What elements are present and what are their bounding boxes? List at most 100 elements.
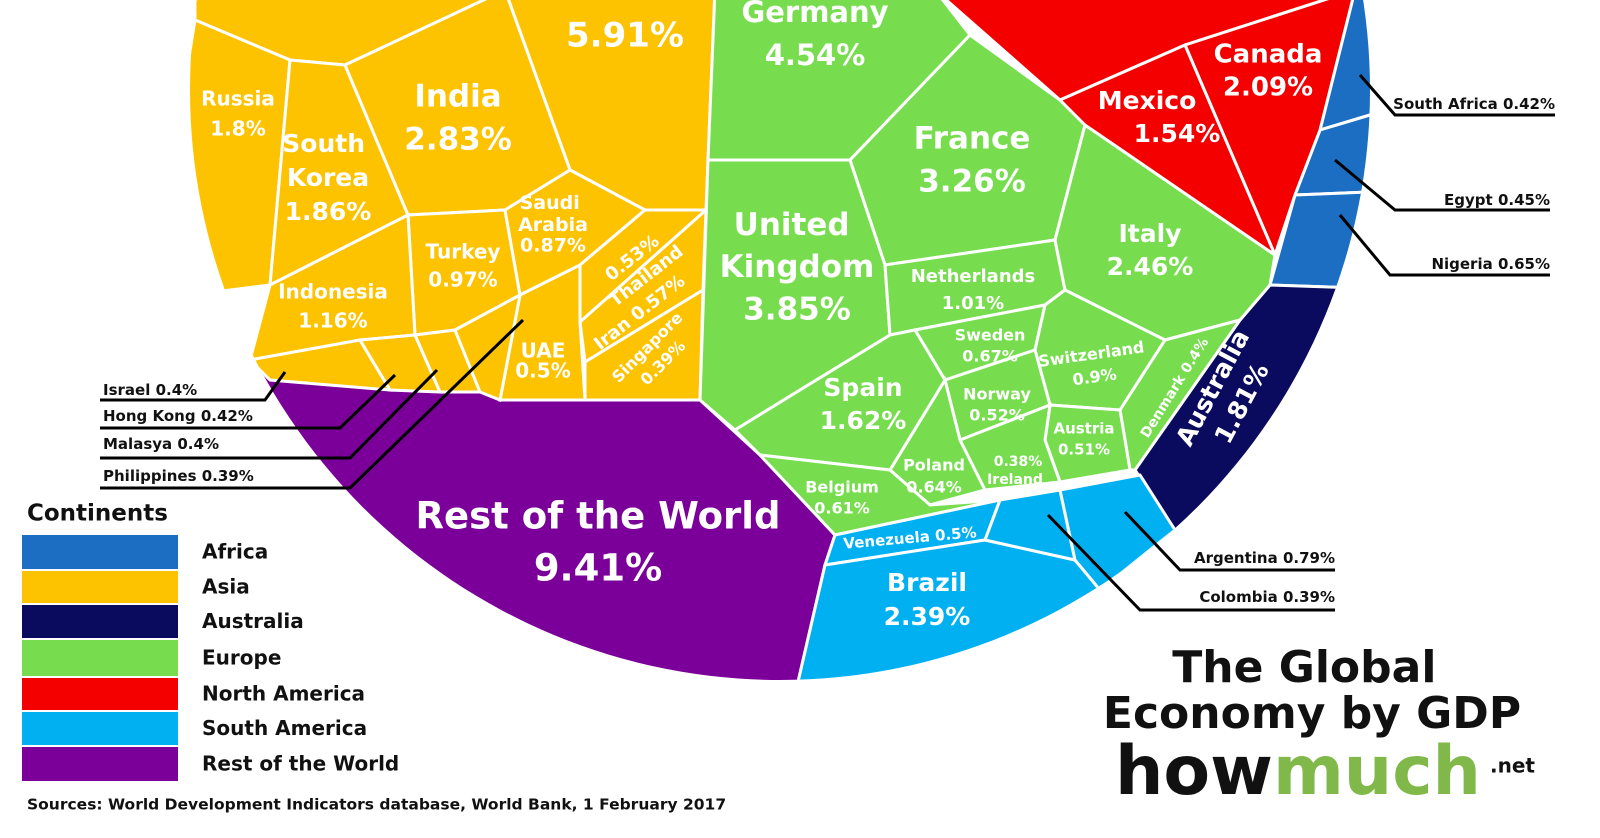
callout-line (1358, 74, 1555, 117)
legend-label: Europe (202, 646, 281, 670)
cell-value: 0.97% (428, 268, 497, 292)
cell-label: 5.91% (566, 16, 684, 56)
cell-name-line: South (282, 129, 373, 158)
cell-value: 0.52% (969, 406, 1025, 425)
cell-name: Austria (1053, 420, 1114, 438)
cell-name: Netherlands (911, 266, 1036, 287)
callout-line (1123, 510, 1335, 572)
legend-swatch (22, 712, 178, 745)
cell-label: India 2.83% (404, 79, 512, 158)
cell-label: Sweden 0.67% (955, 326, 1026, 366)
cell-name-line: Korea (287, 163, 369, 192)
cell-name-line: Kingdom (720, 249, 875, 285)
callout-value: 0.39% (1283, 588, 1335, 606)
cell-label: Spain 1.62% (820, 373, 907, 435)
callout-value: 0.4% (156, 381, 198, 399)
cell-label: Austria 0.51% (1053, 420, 1114, 459)
cell (190, 17, 292, 302)
cell-name: India (414, 79, 501, 115)
cell-label: Rest of the World 9.41% (416, 495, 781, 590)
callout-name: Nigeria (1431, 255, 1492, 273)
callout-line (100, 318, 525, 490)
cell-name: Sweden (955, 326, 1026, 345)
cell-value: 0.67% (962, 347, 1018, 366)
cell-value: 3.85% (743, 292, 851, 328)
callout-name: Colombia (1199, 588, 1277, 606)
cell-name: Indonesia (278, 280, 388, 304)
legend-swatch (22, 640, 178, 676)
legend-swatch (22, 535, 178, 569)
callout-line (1334, 158, 1550, 212)
cell-name: Norway (963, 385, 1031, 404)
cell-value: 5.91% (566, 16, 684, 56)
cell (1057, 43, 1279, 260)
callout-line (1046, 513, 1335, 612)
legend-swatch (22, 678, 178, 710)
cell-name: Belgium (805, 478, 879, 497)
brand: howmuch (1115, 732, 1481, 811)
cell-label: Russia 1.8% (201, 87, 275, 141)
callout-line (100, 368, 439, 460)
cell-name-line: Saudi (520, 192, 587, 214)
cell-value: 0.38% (994, 454, 1043, 470)
cell-value: 9.41% (534, 547, 662, 590)
callout-name: Philippines (103, 467, 197, 485)
cell-name: Mexico (1098, 86, 1197, 115)
cell-value: 1.86% (285, 197, 372, 226)
cell-name: Russia (201, 87, 275, 111)
brand-main: how (1115, 732, 1273, 811)
cell-label: Belgium 0.61% (805, 478, 879, 518)
cell-label: Brazil 2.39% (884, 568, 971, 631)
callout-line (100, 373, 397, 430)
cell-name: Germany (741, 0, 888, 29)
title-line: The Global (1172, 642, 1452, 693)
cell-label: United Kingdom 3.85% (720, 207, 875, 328)
callout-value: 0.39% (202, 467, 254, 485)
cell (1268, 188, 1370, 292)
cell-name: UAE (521, 339, 566, 363)
callout-value: 0.42% (1503, 95, 1555, 113)
legend: Continents Africa Asia Australia Europe Nort… (22, 501, 399, 781)
cell-value: 1.8% (210, 117, 265, 141)
cell-label: Ireland 0.38% (987, 454, 1043, 488)
cell (756, 453, 1001, 537)
legend-title: Continents (27, 501, 168, 527)
callout-name: South Africa (1393, 95, 1498, 113)
cell-name: Italy (1119, 219, 1182, 248)
cell (732, 328, 947, 472)
cell (1118, 317, 1244, 472)
callout-label: Argentina 0.79% (1194, 549, 1335, 567)
legend-label: Asia (202, 575, 250, 599)
cell-value: 0.5% (515, 359, 570, 383)
callout-value: 0.42% (201, 407, 253, 425)
cell-name: Spain (823, 373, 902, 402)
cell-name: United Kingdom (720, 207, 875, 285)
title-line: Economy by GDP (1103, 688, 1521, 739)
brand-accent: much (1273, 732, 1481, 811)
cell-value: 3.26% (918, 164, 1026, 200)
cell-label: Turkey 0.97% (426, 240, 501, 292)
callout-label: Israel 0.4% (103, 381, 197, 399)
callout-line (1338, 214, 1550, 277)
cell-value: 2.83% (404, 122, 512, 158)
cell-name: Rest of the World (416, 495, 781, 538)
cell-value: 1.54% (1134, 119, 1221, 148)
cell-value: 2.46% (1107, 252, 1194, 281)
callout-label: Philippines 0.39% (103, 467, 254, 485)
callout-value: 0.79% (1283, 549, 1335, 567)
cell-name: Saudi Arabia (518, 192, 588, 236)
callout-label: Egypt 0.45% (1444, 191, 1550, 209)
source-note: Sources: World Development Indicators da… (27, 796, 726, 814)
cell-value: 0.61% (814, 499, 870, 518)
legend-label: Australia (202, 609, 304, 633)
callout-value: 0.4% (177, 435, 219, 453)
legend-swatch (22, 747, 178, 781)
cell-name: Poland (903, 456, 965, 475)
cell-name: Turkey (426, 240, 501, 264)
callout-name: Hong Kong (103, 407, 196, 425)
callout-label: Colombia 0.39% (1199, 588, 1335, 606)
cell-label: France 3.26% (914, 121, 1031, 200)
cell-value: 0.64% (906, 478, 962, 497)
